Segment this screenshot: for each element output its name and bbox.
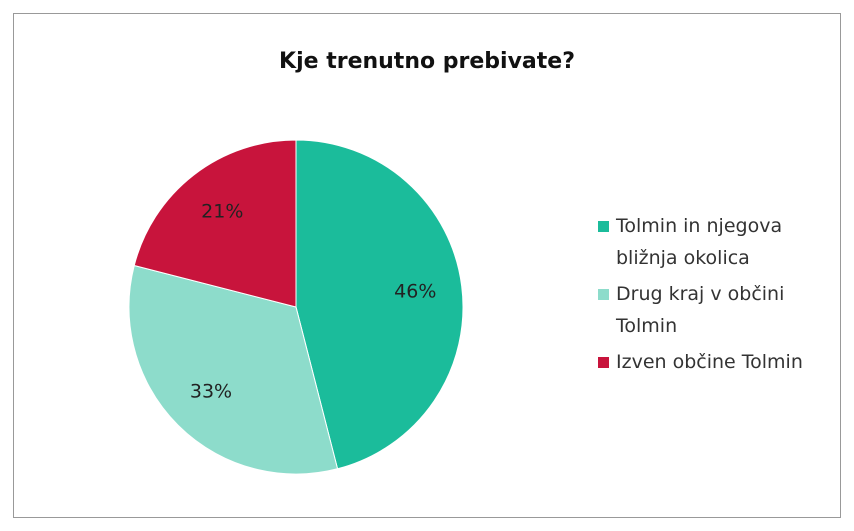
legend-swatch xyxy=(598,289,609,300)
legend-swatch xyxy=(598,221,609,232)
data-label: 21% xyxy=(201,200,243,222)
legend: Tolmin in njegova bližnja okolica Drug kr… xyxy=(598,210,828,382)
legend-swatch xyxy=(598,357,609,368)
legend-item: Izven občine Tolmin xyxy=(598,346,828,378)
legend-item: Drug kraj v občini Tolmin xyxy=(598,278,828,342)
pie-slice xyxy=(128,264,339,475)
pie-slice xyxy=(133,139,297,308)
chart-title: Kje trenutno prebivate? xyxy=(279,49,575,74)
pie-slice xyxy=(295,139,464,470)
legend-item: Tolmin in njegova bližnja okolica xyxy=(598,210,828,274)
data-label: 33% xyxy=(190,381,232,403)
data-label: 46% xyxy=(394,280,436,302)
legend-label: Izven občine Tolmin xyxy=(616,351,803,373)
legend-label: Drug kraj v občini Tolmin xyxy=(616,283,785,337)
legend-label: Tolmin in njegova bližnja okolica xyxy=(616,215,783,269)
